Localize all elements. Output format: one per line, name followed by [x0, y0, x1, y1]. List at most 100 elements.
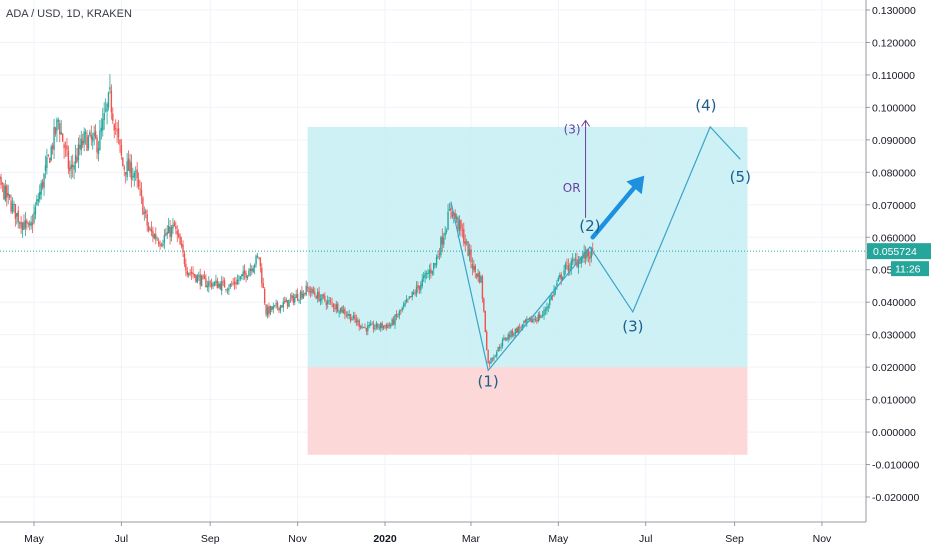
candle-body — [252, 268, 254, 273]
candle — [248, 268, 250, 277]
candle — [203, 270, 206, 280]
candle-body — [421, 279, 423, 287]
candle — [292, 293, 295, 306]
candle — [484, 310, 486, 333]
candle-body — [322, 294, 325, 297]
candle — [100, 117, 103, 140]
candle-body — [248, 270, 250, 277]
candle-body — [357, 320, 359, 322]
candle-body — [116, 129, 118, 132]
candle-body — [465, 241, 468, 243]
time-axis[interactable]: May Jul Sep Nov 2020 Mar May Jul Sep Nov — [0, 521, 866, 545]
candle — [242, 265, 244, 281]
candle — [246, 275, 249, 281]
candle-body — [258, 257, 260, 259]
candle — [589, 251, 591, 267]
candle — [445, 228, 448, 235]
candle — [422, 271, 425, 282]
candle-body — [117, 128, 120, 138]
candle-body — [549, 298, 551, 306]
candle-body — [73, 165, 75, 170]
candle-body — [183, 253, 186, 265]
candle-body — [165, 233, 167, 236]
candle-body — [407, 298, 409, 300]
candle — [83, 127, 85, 152]
candle — [501, 337, 504, 349]
candle — [377, 323, 379, 330]
price-axis[interactable]: 0.130000 0.120000 0.110000 0.100000 0.090000… — [865, 0, 931, 522]
candle — [135, 166, 137, 181]
price-tick-label: 0.040000 — [872, 297, 916, 309]
candle — [334, 303, 336, 312]
candle — [368, 321, 370, 329]
candle — [533, 315, 535, 324]
candle — [251, 264, 253, 276]
candle — [339, 307, 342, 314]
candle — [96, 134, 98, 160]
candle-body — [564, 264, 567, 270]
candle — [325, 299, 327, 311]
candle-body — [341, 306, 343, 313]
candle-body — [398, 311, 401, 316]
candle-body — [149, 229, 151, 230]
candle — [319, 294, 322, 306]
candle-body — [444, 232, 446, 237]
candle-body — [127, 158, 130, 171]
candle-body — [454, 213, 456, 219]
wave-label: (5) — [730, 168, 751, 186]
candle-body — [246, 275, 249, 279]
candle — [458, 215, 461, 236]
candle — [496, 349, 498, 359]
candle-body — [160, 244, 163, 246]
candle-body — [486, 331, 488, 350]
candle-body — [359, 326, 362, 328]
candle-body — [239, 276, 242, 280]
candle — [365, 327, 368, 336]
candle-body — [94, 131, 97, 139]
candle — [163, 229, 166, 250]
candle-body — [553, 289, 555, 296]
candle-body — [226, 289, 229, 291]
candle — [415, 281, 418, 298]
candle-body — [392, 319, 395, 325]
candle — [3, 183, 5, 200]
candle-body — [109, 87, 111, 90]
candle — [352, 311, 355, 321]
candle-body — [147, 226, 150, 231]
candle-body — [410, 296, 412, 298]
candle — [557, 275, 560, 282]
candle — [316, 288, 319, 303]
candle-body — [268, 306, 270, 314]
candle-body — [145, 210, 147, 214]
candle — [437, 250, 439, 259]
candle-body — [90, 134, 93, 139]
candle — [130, 154, 133, 188]
candle-body — [526, 318, 528, 323]
candle — [524, 318, 527, 324]
candle-body — [382, 325, 385, 329]
candle — [392, 316, 395, 326]
candle — [202, 274, 204, 280]
candle — [82, 133, 84, 149]
candle-body — [7, 193, 9, 196]
candle-body — [281, 305, 283, 308]
candle — [74, 144, 77, 173]
candle — [228, 284, 230, 295]
candle-body — [18, 222, 21, 224]
candle — [156, 236, 158, 241]
candle-body — [514, 328, 517, 335]
candle-body — [3, 184, 5, 200]
candle-body — [284, 300, 286, 302]
candle — [465, 238, 468, 246]
candle-body — [69, 167, 71, 172]
candle-body — [66, 145, 68, 151]
candle-body — [84, 132, 87, 134]
candle-body — [129, 160, 131, 173]
candle-body — [570, 260, 572, 271]
candle-body — [324, 295, 326, 301]
candle-body — [387, 325, 389, 329]
candle-body — [123, 166, 125, 170]
candle-body — [541, 315, 544, 316]
candle — [411, 291, 413, 301]
